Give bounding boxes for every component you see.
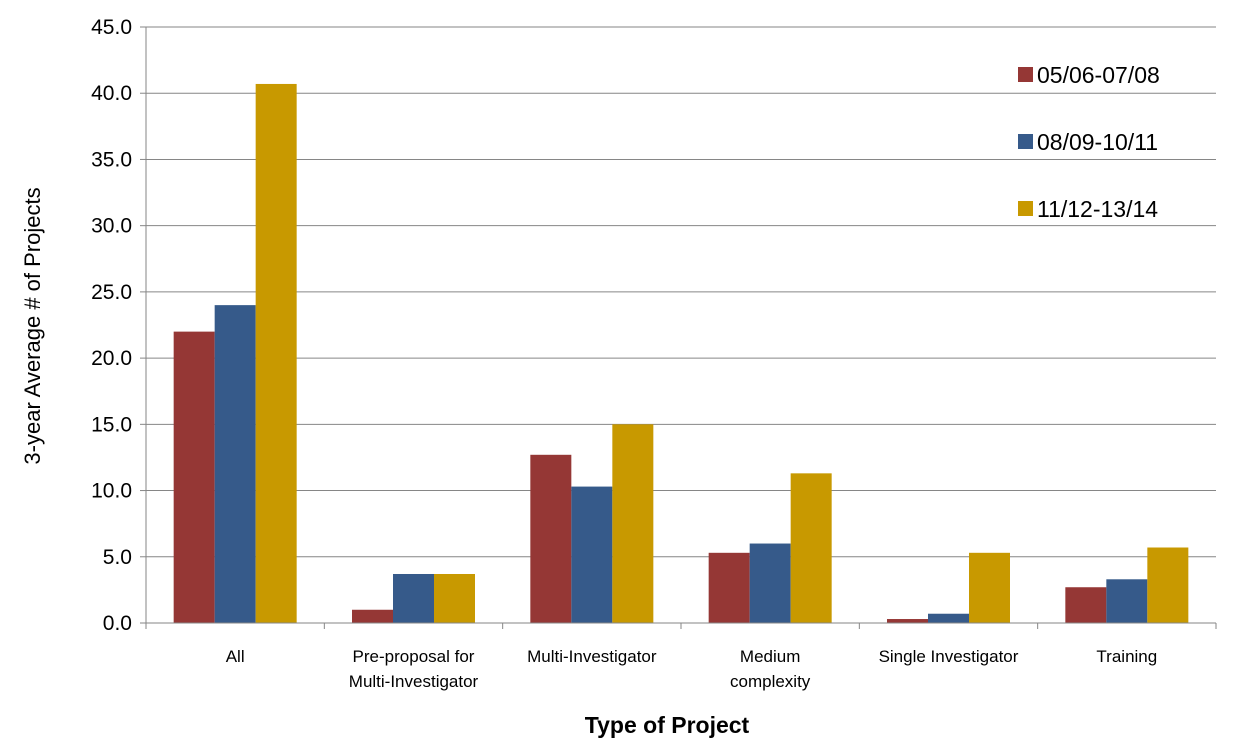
y-tick-label: 45.0 — [91, 16, 132, 39]
bar-3-6 — [1147, 548, 1188, 623]
bar-2-4 — [750, 544, 791, 623]
y-tick-label: 30.0 — [91, 215, 132, 238]
legend-label-3: 11/12-13/14 — [1037, 196, 1158, 222]
bar-3-2 — [434, 574, 475, 623]
legend-label-1: 05/06-07/08 — [1037, 62, 1160, 88]
y-tick-labels: 0.0 5.0 10.0 15.0 20.0 25.0 30.0 35.0 40.0 45.0 — [91, 16, 132, 635]
bar-2-3 — [571, 487, 612, 623]
bar-1-3 — [530, 455, 571, 623]
bar-1-2 — [352, 610, 393, 623]
bar-1-5 — [887, 619, 928, 623]
legend-swatch-3 — [1018, 201, 1033, 216]
gridlines — [146, 27, 1216, 557]
y-tick-label: 15.0 — [91, 413, 132, 436]
y-tick-label: 10.0 — [91, 480, 132, 503]
x-category-label: Pre-proposal for Multi-Investigator — [349, 647, 479, 691]
legend-label-2: 08/09-10/11 — [1037, 129, 1158, 155]
bar-1-4 — [709, 553, 750, 623]
y-tick-label: 35.0 — [91, 148, 132, 171]
bars — [174, 84, 1189, 623]
bar-2-6 — [1106, 579, 1147, 623]
bar-2-2 — [393, 574, 434, 623]
x-category-label: Single Investigator — [879, 647, 1019, 666]
x-category-label: All — [226, 647, 245, 666]
legend-swatch-1 — [1018, 67, 1033, 82]
x-axis-title: Type of Project — [585, 712, 750, 738]
bar-1-6 — [1065, 587, 1106, 623]
bar-3-1 — [256, 84, 297, 623]
bar-3-5 — [969, 553, 1010, 623]
bar-2-1 — [215, 305, 256, 623]
legend-swatch-2 — [1018, 134, 1033, 149]
y-tick-label: 0.0 — [103, 612, 132, 635]
x-category-labels: All Pre-proposal for Multi-Investigator Mul… — [226, 647, 1158, 691]
bar-3-3 — [612, 424, 653, 623]
y-tick-label: 20.0 — [91, 347, 132, 370]
y-tick-label: 40.0 — [91, 82, 132, 105]
axes — [140, 27, 1216, 629]
y-tick-label: 5.0 — [103, 546, 132, 569]
bar-3-4 — [791, 473, 832, 623]
legend: 05/06-07/08 08/09-10/11 11/12-13/14 — [1018, 62, 1160, 222]
x-category-label: Training — [1096, 647, 1157, 666]
y-axis-title: 3-year Average # of Projects — [20, 187, 45, 464]
x-category-label: Medium complexity — [730, 647, 811, 691]
y-tick-label: 25.0 — [91, 281, 132, 304]
x-category-label: Multi-Investigator — [527, 647, 657, 666]
bar-2-5 — [928, 614, 969, 623]
bar-1-1 — [174, 332, 215, 623]
